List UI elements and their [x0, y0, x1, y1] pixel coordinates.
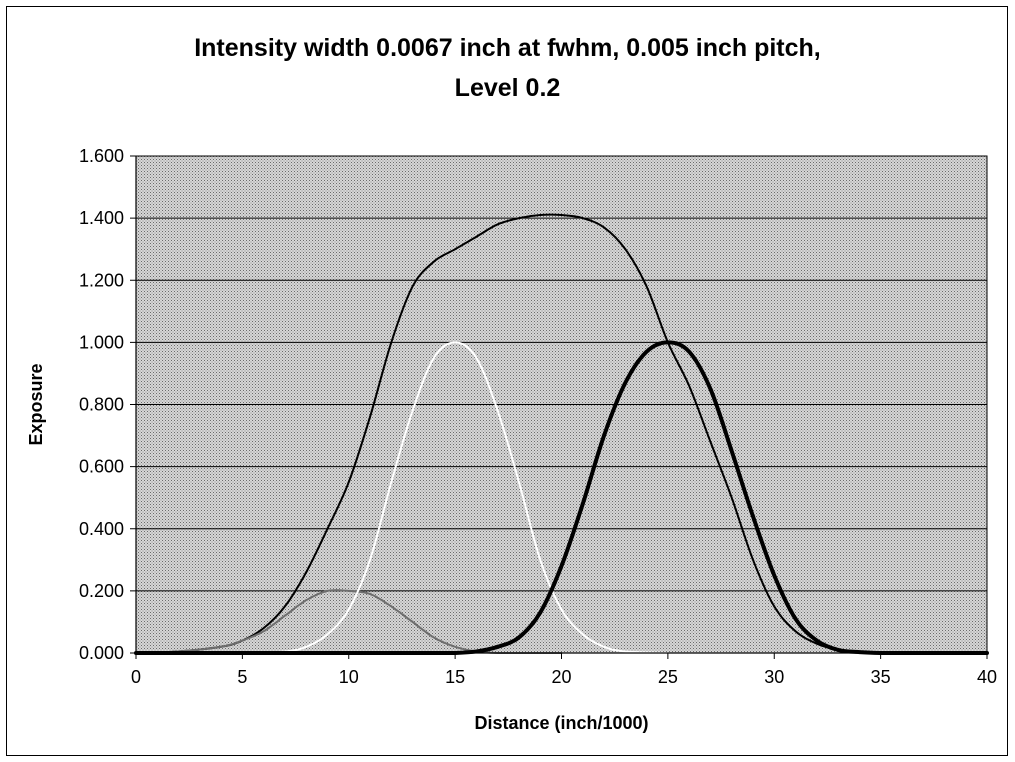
x-tick-label: 35: [871, 667, 891, 687]
y-tick-label: 1.000: [79, 332, 124, 352]
x-tick-label: 15: [445, 667, 465, 687]
y-tick-label: 1.200: [79, 270, 124, 290]
x-tick-label: 10: [339, 667, 359, 687]
x-tick-label: 30: [764, 667, 784, 687]
x-axis-title: Distance (inch/1000): [474, 713, 648, 733]
x-tick-label: 5: [237, 667, 247, 687]
y-tick-label: 1.400: [79, 208, 124, 228]
x-tick-label: 20: [551, 667, 571, 687]
y-axis-title: Exposure: [26, 363, 46, 445]
x-tick-label: 0: [131, 667, 141, 687]
y-tick-label: 0.600: [79, 457, 124, 477]
x-tick-label: 25: [658, 667, 678, 687]
y-tick-label: 0.800: [79, 395, 124, 415]
x-tick-label: 40: [977, 667, 997, 687]
y-tick-label: 0.400: [79, 519, 124, 539]
y-tick-label: 0.000: [79, 643, 124, 663]
y-tick-label: 0.200: [79, 581, 124, 601]
y-tick-label: 1.600: [79, 146, 124, 166]
